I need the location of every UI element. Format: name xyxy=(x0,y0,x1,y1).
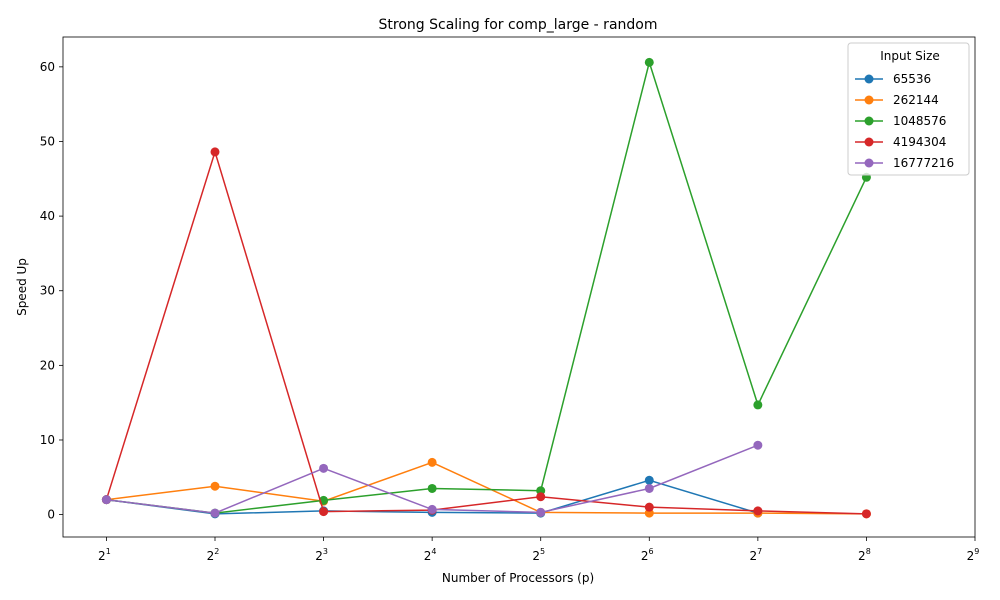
data-point-262144 xyxy=(210,481,220,491)
x-tick-label: 29 xyxy=(967,547,980,563)
data-point-4194304 xyxy=(210,147,220,157)
y-tick-label: 20 xyxy=(40,358,55,372)
data-point-16777216 xyxy=(644,483,654,493)
legend-marker-262144 xyxy=(864,95,874,105)
y-tick-label: 60 xyxy=(40,60,55,74)
data-point-4194304 xyxy=(319,507,329,517)
x-tick-label: 21 xyxy=(98,547,111,563)
legend-marker-65536 xyxy=(864,74,874,84)
data-point-16777216 xyxy=(427,504,437,514)
data-point-16777216 xyxy=(319,463,329,473)
series-line-262144 xyxy=(106,461,867,515)
data-point-1048576 xyxy=(753,400,763,410)
x-tick-label: 25 xyxy=(532,547,545,563)
data-point-16777216 xyxy=(101,495,111,505)
chart-title: Strong Scaling for comp_large - random xyxy=(379,17,658,33)
y-tick-label: 0 xyxy=(47,508,55,522)
x-tick-label: 22 xyxy=(207,547,220,563)
x-axis: 21 22 23 24 25 26 27 28 29 xyxy=(98,537,979,563)
data-point-1048576 xyxy=(644,57,654,67)
legend-entry-1048576: 1048576 xyxy=(893,114,946,128)
x-tick-label: 24 xyxy=(424,547,437,563)
legend-entry-4194304: 4194304 xyxy=(893,135,946,149)
series-layer xyxy=(101,57,871,519)
x-axis-label: Number of Processors (p) xyxy=(442,571,594,585)
y-tick-label: 50 xyxy=(40,134,55,148)
legend-marker-4194304 xyxy=(864,137,874,147)
legend-entry-16777216: 16777216 xyxy=(893,156,954,170)
data-point-4194304 xyxy=(536,492,546,502)
legend-marker-16777216 xyxy=(864,158,874,168)
legend-title: Input Size xyxy=(880,49,940,63)
data-point-65536 xyxy=(644,475,654,485)
data-point-16777216 xyxy=(753,440,763,450)
legend-entry-262144: 262144 xyxy=(893,93,939,107)
legend: Input Size 65536 262144 1048576 4194304 1677… xyxy=(847,42,970,176)
data-point-4194304 xyxy=(753,506,763,516)
x-tick-label: 23 xyxy=(315,547,328,563)
y-tick-label: 40 xyxy=(40,209,55,223)
data-point-4194304 xyxy=(644,502,654,512)
data-point-1048576 xyxy=(427,483,437,493)
x-tick-label: 28 xyxy=(858,547,871,563)
series-line-16777216 xyxy=(106,444,759,514)
y-axis: 0 10 20 30 40 50 60 xyxy=(40,60,63,522)
y-axis-label: Speed Up xyxy=(15,258,29,316)
plot-frame xyxy=(62,36,976,538)
data-point-16777216 xyxy=(210,508,220,518)
series-line-1048576 xyxy=(106,59,868,514)
legend-entry-65536: 65536 xyxy=(893,72,931,86)
data-point-262144 xyxy=(427,457,437,467)
data-point-16777216 xyxy=(536,507,546,517)
x-tick-label: 26 xyxy=(641,547,654,563)
legend-marker-1048576 xyxy=(864,116,874,126)
y-tick-label: 10 xyxy=(40,433,55,447)
series-line-4194304 xyxy=(105,149,867,515)
x-tick-label: 27 xyxy=(749,547,762,563)
data-point-4194304 xyxy=(861,509,871,519)
y-tick-label: 30 xyxy=(40,284,55,298)
